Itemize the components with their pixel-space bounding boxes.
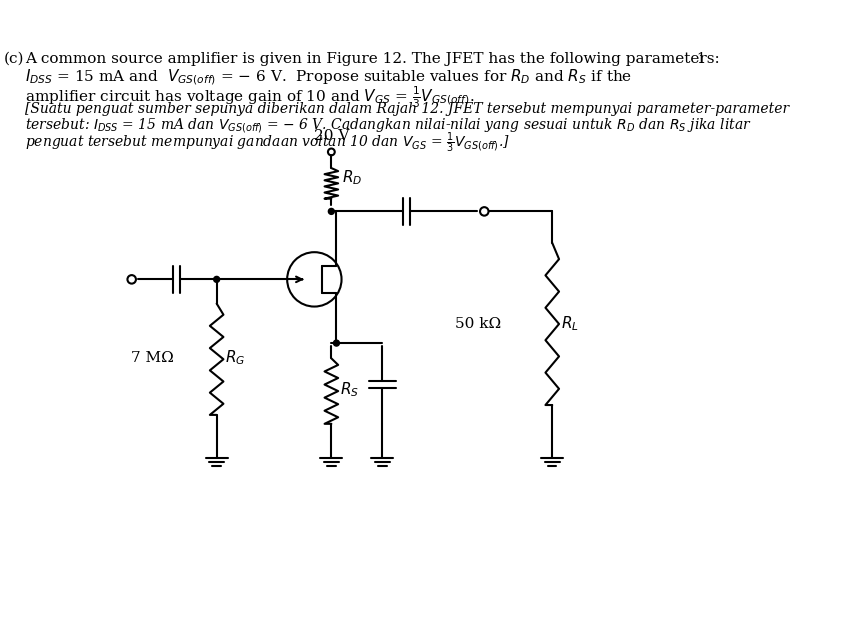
Text: 50 kΩ: 50 kΩ (455, 317, 501, 331)
Text: [Suatu penguat sumber sepunya diberikan dalam Rajah 12. JFET tersebut mempunyai : [Suatu penguat sumber sepunya diberikan … (26, 102, 789, 116)
Text: penguat tersebut mempunyai gandaan voltan 10 dan $V_{GS}$ = $\frac{1}{3}$$V_{GS(: penguat tersebut mempunyai gandaan volta… (26, 131, 509, 155)
Text: $I_{DSS}$ = 15 mA and  $V_{GS(off)}$ = $-$ 6 V.  Propose suitable values for $R_: $I_{DSS}$ = 15 mA and $V_{GS(off)}$ = $-… (26, 68, 632, 87)
Text: 7 MΩ: 7 MΩ (131, 351, 174, 365)
Text: tersebut: $I_{DSS}$ = 15 mA dan $V_{GS(off)}$ = $-$ 6 V. Cadangkan nilai-nilai y: tersebut: $I_{DSS}$ = 15 mA dan $V_{GS(o… (26, 116, 751, 135)
Text: (c): (c) (4, 51, 25, 65)
Text: $R_L$: $R_L$ (560, 315, 578, 333)
Circle shape (333, 340, 339, 346)
Text: $R_D$: $R_D$ (341, 168, 361, 187)
Text: amplifier circuit has voltage gain of 10 and $V_{GS}$ = $\frac{1}{3}$$V_{GS(off): amplifier circuit has voltage gain of 10… (26, 84, 475, 110)
Text: 1: 1 (696, 51, 705, 65)
Circle shape (328, 209, 334, 214)
Text: A common source amplifier is given in Figure 12. The JFET has the following para: A common source amplifier is given in Fi… (26, 51, 719, 65)
Text: 20 V: 20 V (314, 130, 348, 143)
Text: $R_G$: $R_G$ (225, 349, 245, 367)
Text: $R_S$: $R_S$ (339, 381, 359, 399)
Circle shape (214, 277, 219, 282)
